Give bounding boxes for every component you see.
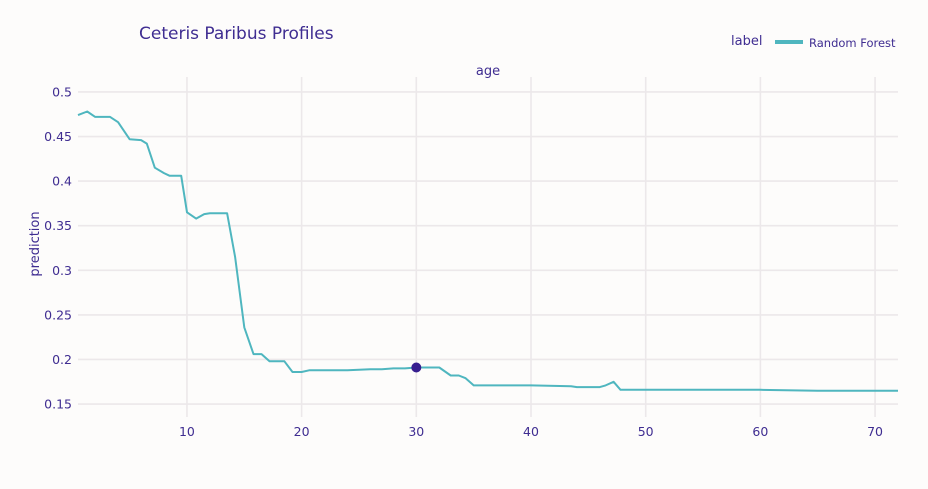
x-tick-label: 70	[867, 424, 883, 439]
x-tick-label: 50	[638, 424, 654, 439]
legend-item-random-forest[interactable]: Random Forest	[809, 36, 896, 50]
y-tick-label: 0.5	[52, 84, 72, 99]
series-line-random-forest[interactable]	[77, 110, 898, 392]
legend-title: label	[731, 34, 762, 49]
x-tick-label: 30	[408, 424, 424, 439]
y-tick-label: 0.15	[44, 397, 72, 412]
facet-label: age	[476, 64, 500, 79]
x-tick-label: 20	[294, 424, 310, 439]
chart-title: Ceteris Paribus Profiles	[139, 24, 334, 44]
y-tick-label: 0.45	[44, 129, 72, 144]
y-tick-label: 0.35	[44, 218, 72, 233]
x-tick-label: 60	[752, 424, 768, 439]
y-tick-label: 0.4	[52, 174, 72, 189]
y-tick-label: 0.25	[44, 307, 72, 322]
y-axis-label: prediction	[28, 211, 43, 276]
x-tick-label: 10	[179, 424, 195, 439]
y-tick-label: 0.3	[52, 263, 72, 278]
x-tick-label: 40	[523, 424, 539, 439]
y-tick-label: 0.2	[52, 352, 72, 367]
legend[interactable]: label Random Forest	[731, 34, 896, 50]
observation-point[interactable]	[411, 362, 422, 373]
